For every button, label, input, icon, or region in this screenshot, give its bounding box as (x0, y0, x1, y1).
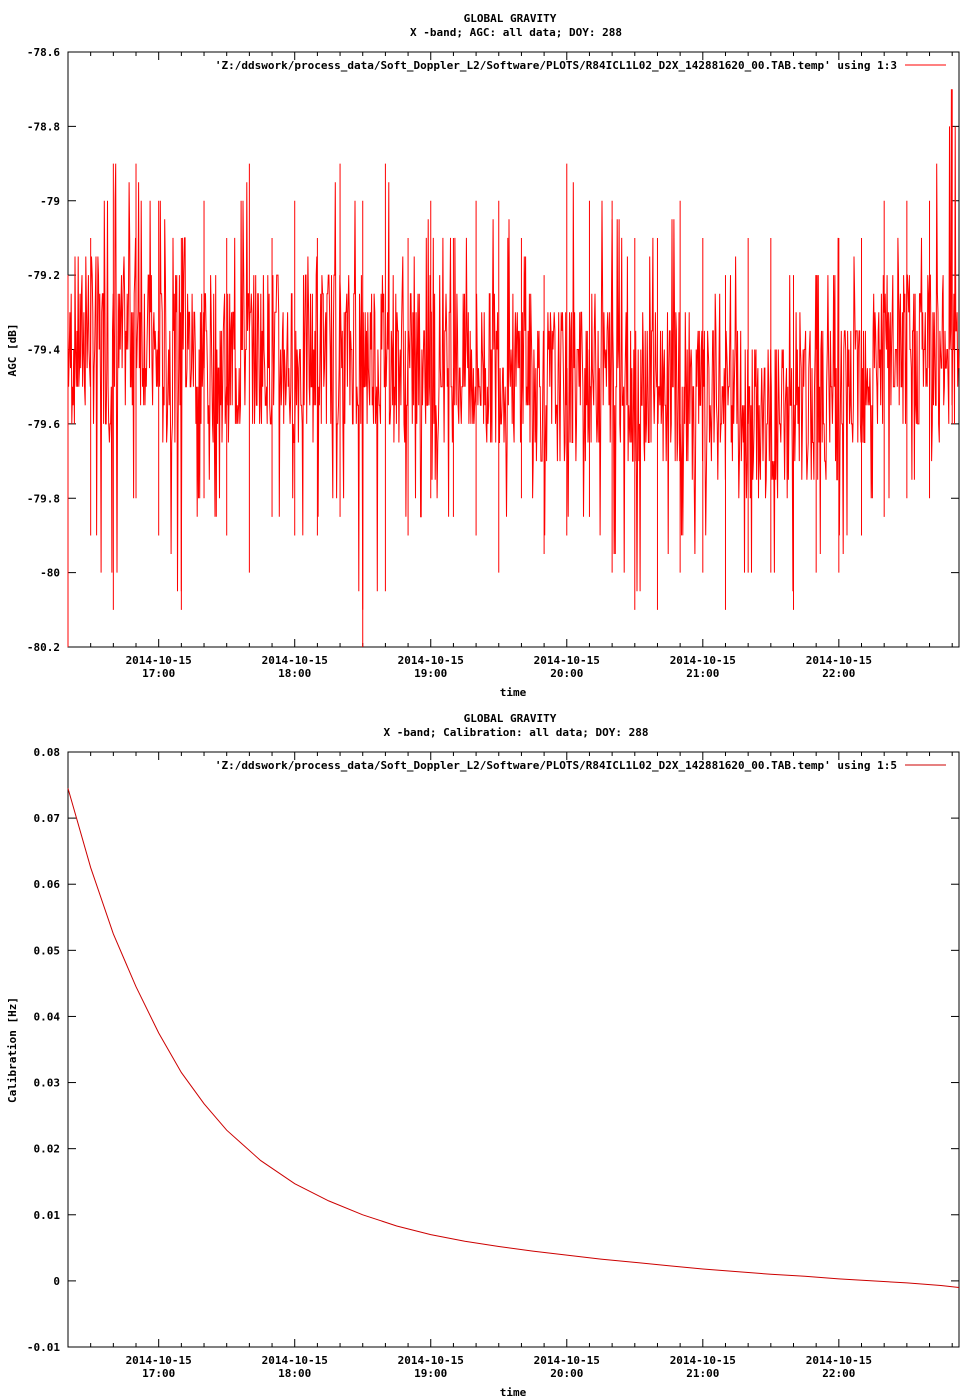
x-tick-date: 2014-10-15 (398, 1354, 464, 1367)
y-tick-label: -80.2 (27, 641, 60, 654)
chart-2-y-axis: 0.08 0.07 0.06 0.05 0.04 0.03 0.02 0.01 0 -0.01 (27, 746, 959, 1354)
chart-2-legend-label: 'Z:/ddswork/process_data/Soft_Doppler_L2… (215, 759, 897, 772)
chart-1-legend-label: 'Z:/ddswork/process_data/Soft_Doppler_L2… (215, 59, 897, 72)
x-tick-time: 18:00 (278, 1367, 311, 1380)
x-tick-time: 20:00 (550, 1367, 583, 1380)
y-tick-label: 0.07 (34, 812, 61, 825)
y-tick-label: -79 (40, 195, 60, 208)
chart-calibration: GLOBAL GRAVITY X -band; Calibration: all… (6, 712, 960, 1399)
x-tick-time: 17:00 (142, 1367, 175, 1380)
x-tick-time: 19:00 (414, 667, 447, 680)
chart-2-series-line (67, 788, 960, 1288)
x-tick-time: 21:00 (686, 1367, 719, 1380)
x-tick-date: 2014-10-15 (262, 1354, 328, 1367)
x-tick-date: 2014-10-15 (806, 654, 872, 667)
x-tick-time: 17:00 (142, 667, 175, 680)
x-tick-date: 2014-10-15 (806, 1354, 872, 1367)
x-tick-date: 2014-10-15 (670, 654, 736, 667)
y-tick-label: 0.04 (34, 1010, 61, 1023)
chart-agc: GLOBAL GRAVITY X -band; AGC: all data; D… (6, 12, 960, 699)
chart-2-title: GLOBAL GRAVITY (464, 712, 557, 725)
y-tick-label: -79.2 (27, 269, 60, 282)
x-tick-date: 2014-10-15 (126, 1354, 192, 1367)
chart-1-x-axis: 2014-10-1517:002014-10-1518:002014-10-15… (67, 52, 953, 680)
y-tick-label: -78.6 (27, 46, 60, 59)
y-tick-label: -78.8 (27, 120, 60, 133)
y-tick-label: -0.01 (27, 1341, 60, 1354)
x-tick-date: 2014-10-15 (670, 1354, 736, 1367)
x-tick-time: 21:00 (686, 667, 719, 680)
chart-2-y-label: Calibration [Hz] (6, 997, 19, 1103)
x-tick-time: 20:00 (550, 667, 583, 680)
x-tick-date: 2014-10-15 (534, 1354, 600, 1367)
x-tick-date: 2014-10-15 (262, 654, 328, 667)
y-tick-label: -79.8 (27, 492, 60, 505)
y-tick-label: -80 (40, 567, 60, 580)
x-tick-time: 22:00 (822, 1367, 855, 1380)
x-tick-date: 2014-10-15 (126, 654, 192, 667)
x-tick-time: 22:00 (822, 667, 855, 680)
y-tick-label: 0.03 (34, 1077, 61, 1090)
x-tick-time: 19:00 (414, 1367, 447, 1380)
chart-1-x-label: time (500, 686, 527, 699)
chart-1-title: GLOBAL GRAVITY (464, 12, 557, 25)
y-tick-label: 0.06 (34, 878, 61, 891)
chart-1-y-axis: -78.6 -78.8 -79 -79.2 -79.4 -79.6 -79.8 -80 -80.… (27, 46, 959, 654)
chart-1-subtitle: X -band; AGC: all data; DOY: 288 (410, 26, 622, 39)
y-tick-label: -79.6 (27, 418, 60, 431)
chart-2-subtitle: X -band; Calibration: all data; DOY: 288 (384, 726, 649, 739)
chart-1-y-label: AGC [dB] (6, 324, 19, 377)
y-tick-label: 0.08 (34, 746, 61, 759)
chart-1-series-spikes (67, 89, 953, 647)
y-tick-label: -79.4 (27, 344, 60, 357)
x-tick-date: 2014-10-15 (398, 654, 464, 667)
chart-2-x-label: time (500, 1386, 527, 1399)
x-tick-time: 18:00 (278, 667, 311, 680)
y-tick-label: 0 (53, 1275, 60, 1288)
chart-1-series-line (67, 89, 960, 610)
y-tick-label: 0.02 (34, 1143, 61, 1156)
x-tick-date: 2014-10-15 (534, 654, 600, 667)
chart-2-plot-frame (67, 751, 960, 1348)
chart-2-x-axis: 2014-10-1517:002014-10-1518:002014-10-15… (67, 752, 953, 1380)
y-tick-label: 0.05 (34, 944, 61, 957)
y-tick-label: 0.01 (34, 1209, 61, 1222)
